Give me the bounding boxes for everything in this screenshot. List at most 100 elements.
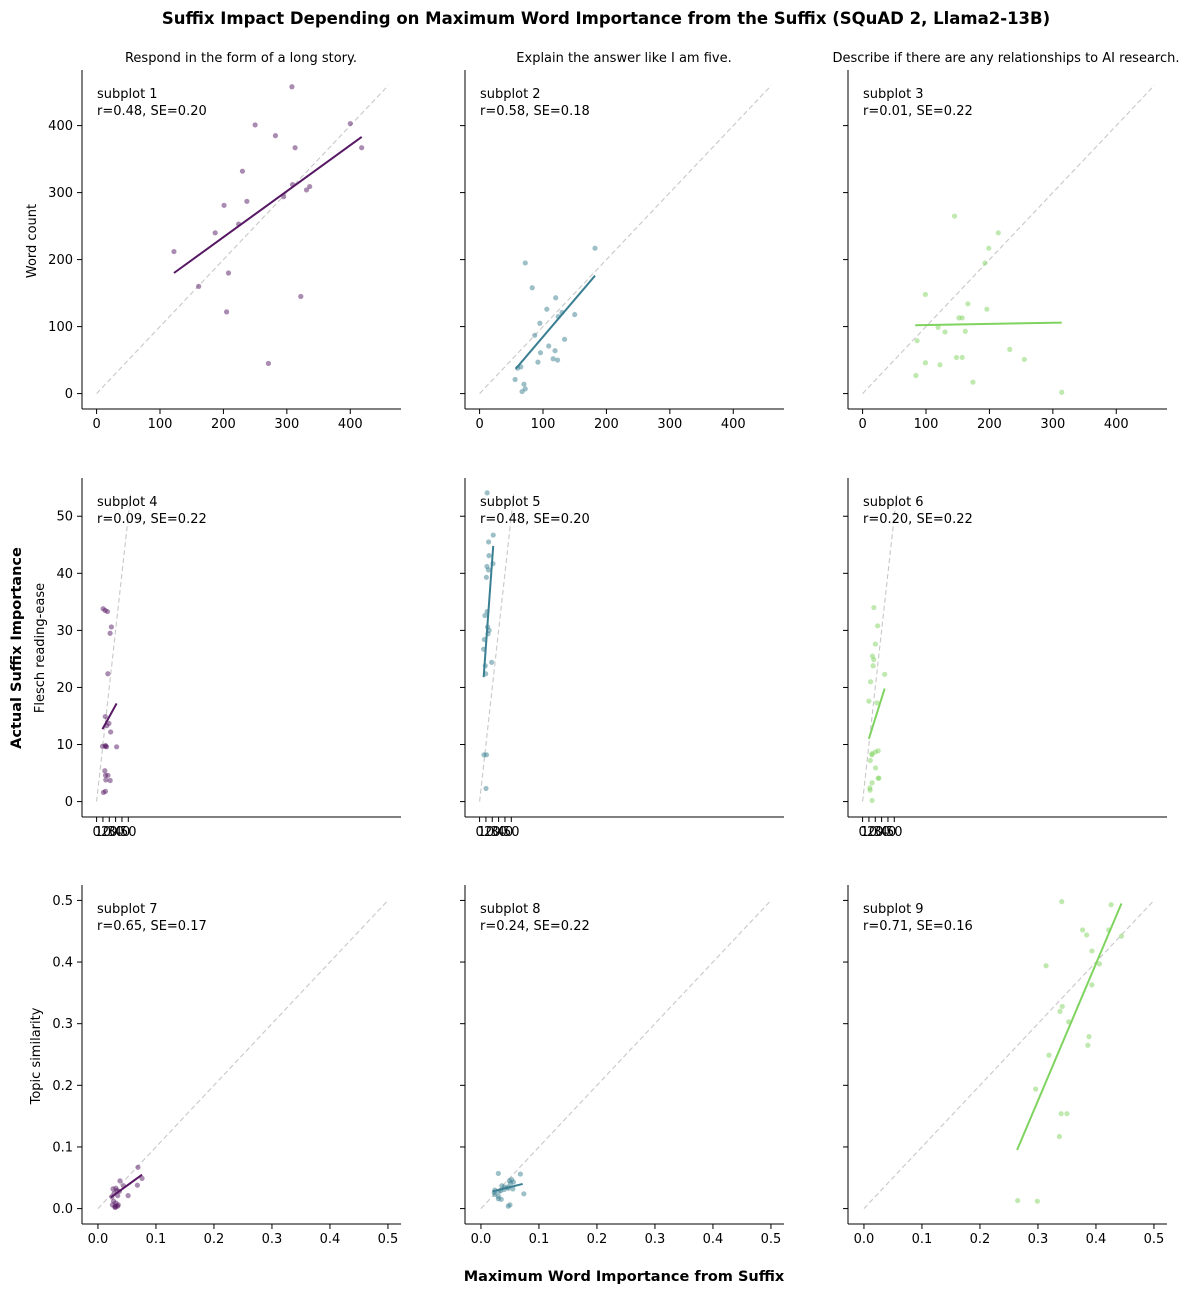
- data-point: [483, 574, 489, 580]
- data-point: [107, 630, 113, 636]
- data-point: [546, 343, 552, 349]
- identity-line: [96, 493, 132, 802]
- data-point: [965, 301, 971, 307]
- subplot-2: 0 100 200 300 400 subplot 2 r=0.58, SE=0.18: [460, 70, 784, 432]
- x-tick-label: 50: [503, 825, 520, 840]
- column-title-3: Describe if there are any relationships …: [832, 51, 1179, 66]
- column-title-2: Explain the answer like I am five.: [516, 51, 731, 66]
- data-point: [922, 360, 928, 366]
- data-point: [272, 133, 279, 139]
- x-tick-label: 0.2: [970, 1232, 991, 1247]
- data-point: [239, 168, 246, 174]
- subplot-stats: r=0.58, SE=0.18: [480, 104, 590, 119]
- data-point: [292, 145, 298, 151]
- data-point: [951, 213, 958, 219]
- row-y-label-3: Topic similarity: [29, 1007, 44, 1105]
- subplot-stats: r=0.48, SE=0.20: [97, 104, 207, 119]
- data-point: [347, 120, 353, 127]
- data-point: [484, 490, 490, 496]
- data-point: [485, 539, 492, 545]
- data-point: [298, 293, 304, 300]
- data-point: [1084, 932, 1090, 938]
- data-point: [105, 671, 111, 677]
- x-tick-label: 200: [211, 417, 236, 432]
- y-tick-label: 0.5: [52, 894, 73, 909]
- data-point: [882, 671, 888, 677]
- identity-line: [479, 493, 515, 802]
- regression-line: [867, 688, 886, 740]
- x-tick-label: 0.1: [146, 1232, 167, 1247]
- regression-line: [514, 275, 596, 370]
- data-point: [1056, 1133, 1063, 1140]
- x-tick-label: 0: [475, 825, 483, 840]
- data-point: [529, 285, 535, 291]
- x-tick-label: 0.3: [1028, 1232, 1049, 1247]
- data-point: [103, 777, 109, 783]
- y-tick-label: 400: [48, 119, 73, 134]
- x-tick-label: 0.5: [761, 1232, 782, 1247]
- y-tick-label: 0.3: [52, 1017, 73, 1032]
- subplot-stats: r=0.65, SE=0.17: [97, 919, 207, 934]
- data-point: [866, 698, 872, 704]
- data-point: [102, 713, 108, 720]
- x-tick-label: 100: [148, 417, 173, 432]
- data-point: [872, 641, 878, 647]
- data-point: [550, 356, 556, 362]
- subplot-label: subplot 3: [863, 87, 924, 102]
- data-point: [535, 359, 541, 365]
- data-point: [554, 357, 561, 363]
- subplot-8: 0.0 0.1 0.2 0.3 0.4 0.5 subplot 8 r=0.24, SE=0.…: [460, 885, 784, 1247]
- data-point: [196, 283, 202, 289]
- data-point: [1086, 1034, 1092, 1040]
- data-point: [914, 338, 920, 344]
- identity-line: [480, 900, 772, 1209]
- data-point: [486, 553, 492, 559]
- data-point: [1089, 948, 1095, 954]
- subplot-label: subplot 8: [480, 902, 541, 917]
- data-point: [134, 1182, 140, 1188]
- data-point: [107, 777, 113, 784]
- data-point: [483, 785, 489, 792]
- column-title-1: Respond in the form of a long story.: [125, 51, 357, 66]
- data-point: [869, 751, 875, 757]
- x-tick-label: 0.2: [204, 1232, 225, 1247]
- x-tick-label: 0: [858, 825, 866, 840]
- data-point: [959, 315, 965, 321]
- y-tick-label: 0.2: [52, 1079, 73, 1094]
- y-tick-label: 20: [56, 681, 73, 696]
- data-point: [490, 532, 496, 538]
- x-tick-label: 10: [95, 825, 112, 840]
- subplot-stats: r=0.48, SE=0.20: [480, 512, 590, 527]
- subplot-3: 0 100 200 300 400 subplot 3 r=0.01, SE=0.22: [843, 70, 1167, 432]
- y-tick-label: 50: [56, 510, 73, 525]
- x-tick-label: 30: [873, 825, 890, 840]
- data-point: [870, 663, 876, 669]
- data-point: [135, 1164, 141, 1170]
- data-point: [103, 744, 110, 750]
- data-point: [1007, 346, 1013, 352]
- x-tick-label: 0: [858, 417, 866, 432]
- regression-line: [101, 702, 118, 730]
- x-tick-label: 0.2: [587, 1232, 608, 1247]
- data-point: [1057, 1008, 1063, 1014]
- data-point: [592, 245, 598, 251]
- data-point: [871, 604, 877, 611]
- x-tick-label: 0.5: [1144, 1232, 1165, 1247]
- x-tick-label: 50: [886, 825, 903, 840]
- x-tick-label: 0.4: [1086, 1232, 1107, 1247]
- x-tick-label: 0.1: [529, 1232, 550, 1247]
- regression-line: [492, 1182, 523, 1193]
- x-tick-label: 200: [594, 417, 619, 432]
- subplot-label: subplot 1: [97, 87, 158, 102]
- y-tick-label: 100: [48, 320, 73, 335]
- x-tick-label: 100: [531, 417, 556, 432]
- data-point: [553, 295, 559, 301]
- subplot-stats: r=0.01, SE=0.22: [863, 104, 973, 119]
- x-tick-label: 40: [497, 825, 514, 840]
- identity-line: [863, 900, 1155, 1209]
- y-tick-label: 0: [65, 795, 73, 810]
- data-point: [113, 1203, 119, 1209]
